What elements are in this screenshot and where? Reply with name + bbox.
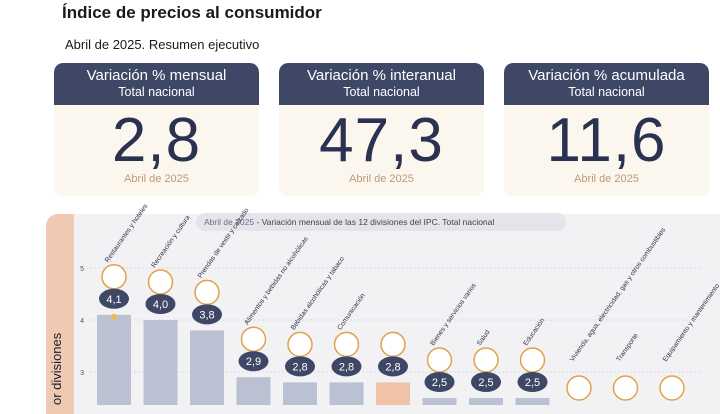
category-label: Recreación y cultura [150,214,191,269]
y-tick-label: 5 [80,266,84,273]
data-label: 3,8 [199,309,214,321]
category-label: Salud [476,329,492,347]
value-bubble [378,356,408,377]
bar [376,382,410,405]
category-icon [473,347,499,373]
card-header: Variación % mensual Total nacional [54,63,259,105]
category-label: Bienes y servicios varios [429,282,478,347]
value-bubble [471,372,501,392]
card-title: Variación % acumulada [528,67,685,84]
y-tick-label: 3 [80,370,84,377]
card-title: Variación % interanual [307,67,456,84]
data-label: 2,5 [525,377,540,389]
category-label: Restaurantes y hoteles [104,202,150,263]
bar-chart: 3 4 5 4,1 Restaurantes y hoteles 4,0 Recreació… [80,202,720,405]
category-icon [101,264,127,290]
category-icon [612,375,639,401]
bar [469,398,503,405]
category-icon [519,347,546,373]
category-icon [566,375,592,401]
value-bubble [238,351,269,372]
y-tick-label: 4 [80,318,84,325]
category-label: Vivienda, agua, electricidad, gas y otro… [569,226,668,363]
bar [329,382,364,405]
value-bubble [517,372,548,392]
card-subtitle: Total nacional [343,85,420,99]
value-bubble [285,356,315,377]
category-icon [333,331,360,358]
card-title: Variación % mensual [86,67,227,84]
category-label: Educación [522,317,546,347]
card-monthly: Variación % mensual Total nacional 2,8 A… [54,63,259,196]
data-label: 4,1 [106,294,121,306]
bar [190,330,224,405]
card-subtitle: Total nacional [118,85,195,99]
page-subtitle: Abril de 2025. Resumen ejecutivo [65,37,260,52]
card-footer: Abril de 2025 [124,173,189,185]
data-label: 2,9 [246,356,261,368]
bar [422,398,457,405]
bar [283,382,317,405]
value-bubble [424,372,455,392]
category-icon [194,279,220,306]
card-value: 2,8 [111,106,202,175]
card-value: 47,3 [319,106,444,175]
data-label: 2,5 [478,377,493,389]
chart-title: Abril de 2025 - Variación mensual de las… [196,213,566,231]
category-icon [426,347,453,373]
bar [143,320,178,405]
data-label: 4,0 [153,299,168,311]
data-label: 2,8 [292,361,307,373]
chart-title-date: Abril de 2025 [204,217,255,227]
card-header: Variación % acumulada Total nacional [504,63,709,105]
card-subtitle: Total nacional [568,85,645,99]
category-label: Equipamiento y mantenimiento [662,283,720,364]
value-bubble [145,294,176,314]
category-icon [240,326,267,352]
category-icon [380,331,406,358]
card-footer: Abril de 2025 [574,173,639,185]
card-value: 11,6 [546,106,667,175]
category-label: Transporte [615,332,640,363]
data-label: 2,8 [339,361,354,373]
value-bubble [331,356,362,377]
category-icon [147,269,174,295]
category-label: Prendas de vestir y calzado [197,207,251,280]
chart-sidebar [46,214,74,414]
chart-title-text: - Variación mensual de las 12 divisiones… [254,217,495,227]
category-label: Comunicación [336,292,367,331]
value-bubble [99,288,129,309]
category-icon [287,331,313,358]
data-label: 2,5 [432,377,447,389]
card-yearly: Variación % interanual Total nacional 47… [279,63,484,196]
value-bubble [192,304,222,325]
category-label: Bebidas alcohólicas y tabaco [290,256,346,332]
bar [515,398,550,405]
bar [236,377,271,405]
data-label: 2,8 [385,361,400,373]
category-icon [659,375,685,401]
marker-dot [111,313,117,320]
bar [97,314,131,405]
card-accumulated: Variación % acumulada Total nacional 11,… [504,63,709,196]
card-header: Variación % interanual Total nacional [279,63,484,105]
page-title: Índice de precios al consumidor [62,3,322,22]
card-footer: Abril de 2025 [349,173,414,185]
